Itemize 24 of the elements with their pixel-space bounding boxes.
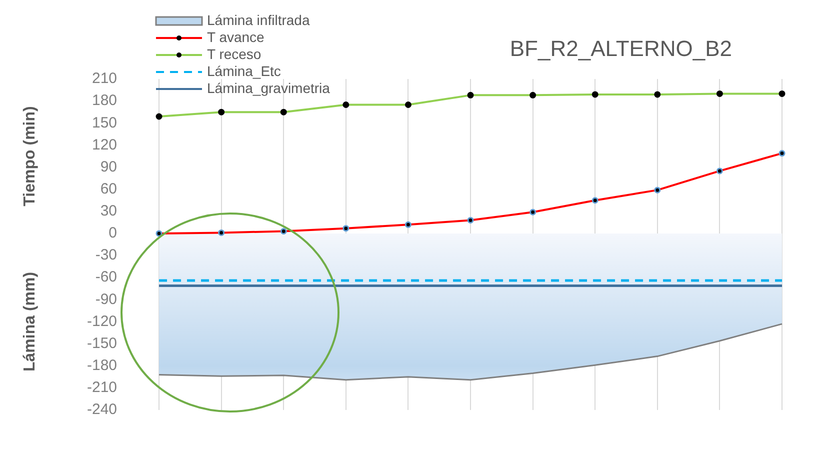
legend-label: Lámina_gravimetria [207,80,330,97]
legend-label: Lámina_Etc [207,63,281,80]
legend-label: T receso [207,46,262,63]
y-tick-label: -120 [86,312,118,330]
y-tick-label: 180 [92,92,118,110]
y-tick-label: 90 [100,158,118,176]
y-tick-label: -180 [86,357,118,374]
y-tick-label: 30 [100,202,118,220]
legend-label: Lámina infiltrada [207,12,310,29]
text: Lámina (mm) [21,272,38,372]
y-tick-label: -60 [95,268,118,286]
y-tick-label: -30 [95,246,118,264]
y-tick-label: 60 [100,180,118,198]
y-axis-title: Tiempo (min) [21,106,38,206]
y-tick-label: -210 [86,379,118,396]
legend-label: T avance [207,29,264,46]
y-tick-label: 0 [108,224,118,242]
y-tick-label: 150 [92,114,118,132]
chart-title: BF_R2_ALTERNO_B2 [510,36,732,62]
y-tick-label: 120 [92,136,118,154]
y-tick-label: -90 [95,290,118,308]
y-tick-label: 210 [92,70,118,88]
y-tick-label: -240 [86,401,118,418]
y-tick-label: -150 [86,334,118,352]
